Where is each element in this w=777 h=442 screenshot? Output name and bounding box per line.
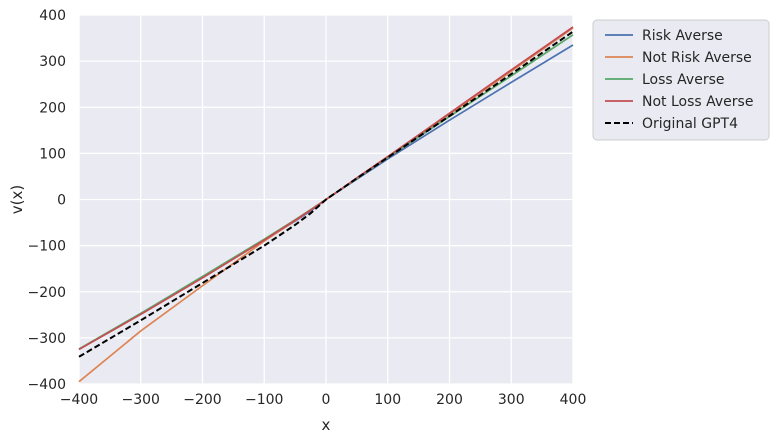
legend-label: Not Loss Averse — [642, 94, 753, 110]
x-tick-label: −200 — [183, 392, 221, 408]
x-tick-label: −100 — [245, 392, 283, 408]
series-line-original-gpt4 — [78, 30, 574, 358]
y-tick-label: 0 — [57, 193, 66, 209]
y-tick-label: 200 — [39, 100, 66, 116]
legend-box — [592, 19, 770, 141]
y-tick-label: 400 — [39, 8, 66, 24]
y-tick-label: −100 — [28, 239, 66, 255]
y-tick-label: 300 — [39, 54, 66, 70]
x-tick-label: 200 — [436, 392, 463, 408]
y-tick-label: −300 — [28, 331, 66, 347]
legend-label: Original GPT4 — [642, 116, 738, 132]
x-tick-label: 400 — [560, 392, 587, 408]
x-axis-label: x — [322, 416, 331, 434]
legend-label: Risk Averse — [642, 28, 723, 44]
x-tick-label: 0 — [322, 392, 331, 408]
tick-labels: −400 −300 −200 −100 0 100 200 300 400 −400 −300 −20… — [28, 8, 587, 408]
legend: Risk Averse Not Risk Averse Loss Averse Not… — [592, 19, 770, 141]
series-lines — [78, 26, 574, 383]
y-tick-label: −400 — [28, 377, 66, 393]
y-axis-label: v(x) — [8, 185, 26, 214]
x-tick-label: 300 — [498, 392, 525, 408]
y-tick-label: −200 — [28, 285, 66, 301]
x-tick-label: −400 — [60, 392, 98, 408]
legend-label: Not Risk Averse — [642, 50, 752, 66]
legend-label: Loss Averse — [642, 72, 724, 88]
x-tick-label: 100 — [374, 392, 401, 408]
y-tick-label: 100 — [39, 146, 66, 162]
x-tick-label: −300 — [122, 392, 160, 408]
